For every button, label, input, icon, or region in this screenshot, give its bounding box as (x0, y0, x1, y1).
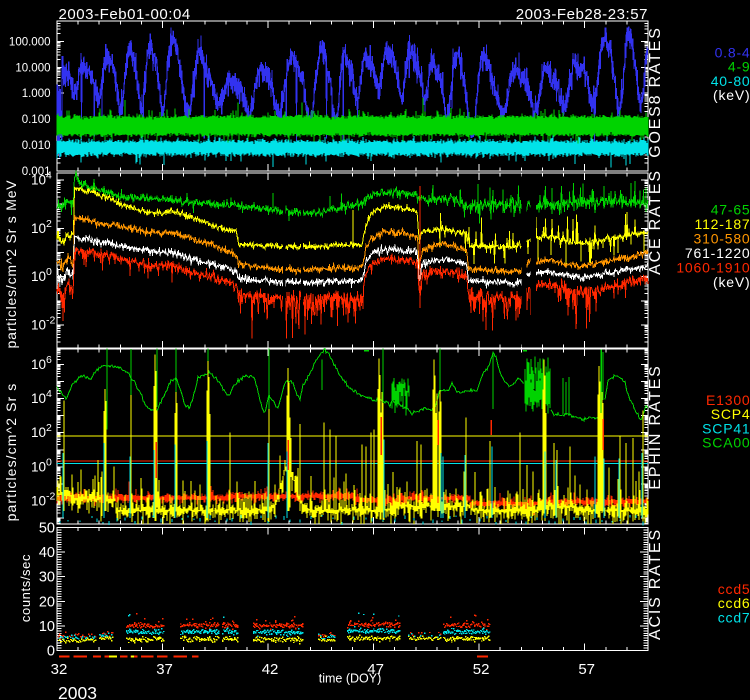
svg-text:ccd7: ccd7 (718, 609, 750, 625)
svg-text:10: 10 (31, 357, 46, 372)
svg-text:2: 2 (46, 422, 52, 434)
svg-text:1060-1910: 1060-1910 (676, 260, 750, 276)
svg-text:0.010: 0.010 (22, 140, 51, 152)
svg-text:52: 52 (473, 661, 490, 678)
svg-text:0: 0 (46, 456, 52, 468)
svg-text:6: 6 (46, 354, 52, 366)
svg-text:0.100: 0.100 (22, 114, 51, 126)
svg-text:EPHIN RATES: EPHIN RATES (647, 364, 664, 489)
svg-text:2003-Feb28-23:57: 2003-Feb28-23:57 (516, 6, 648, 23)
svg-text:GOES8 RATES: GOES8 RATES (647, 26, 664, 158)
svg-text:E1300: E1300 (706, 392, 750, 408)
svg-text:50: 50 (39, 521, 55, 537)
svg-text:10: 10 (31, 459, 46, 474)
svg-text:40: 40 (39, 545, 55, 561)
svg-text:4: 4 (46, 170, 52, 182)
svg-text:particles/cm^2 Sr s: particles/cm^2 Sr s (3, 383, 19, 522)
svg-text:42: 42 (262, 661, 279, 678)
svg-text:2003-Feb01-00:04: 2003-Feb01-00:04 (59, 6, 191, 23)
svg-text:ACIS RATES: ACIS RATES (647, 528, 664, 640)
svg-text:time (DOY): time (DOY) (319, 672, 382, 686)
svg-text:47-65: 47-65 (711, 202, 750, 218)
svg-text:4: 4 (46, 388, 52, 400)
svg-text:-2: -2 (46, 314, 55, 326)
svg-text:10: 10 (31, 317, 46, 332)
svg-text:10.000: 10.000 (15, 62, 50, 74)
svg-text:(keV): (keV) (713, 274, 750, 290)
svg-text:(keV): (keV) (713, 87, 750, 103)
svg-text:32: 32 (51, 661, 68, 678)
svg-text:47: 47 (367, 661, 384, 678)
svg-text:10: 10 (31, 493, 46, 508)
svg-text:10: 10 (31, 221, 46, 236)
svg-text:particles/cm^2 Sr s MeV: particles/cm^2 Sr s MeV (3, 180, 19, 349)
svg-text:0.001: 0.001 (22, 166, 51, 178)
svg-text:0: 0 (46, 266, 52, 278)
svg-text:counts/sec: counts/sec (18, 554, 33, 622)
svg-text:10: 10 (39, 619, 55, 635)
svg-text:-2: -2 (46, 490, 55, 502)
svg-text:30: 30 (39, 570, 55, 586)
svg-text:40-80: 40-80 (711, 73, 750, 89)
svg-text:761-1220: 761-1220 (685, 245, 750, 261)
svg-text:4-9: 4-9 (728, 59, 750, 75)
svg-text:10: 10 (31, 391, 46, 406)
svg-text:20: 20 (39, 594, 55, 610)
svg-text:112-187: 112-187 (695, 216, 750, 232)
svg-text:SCP41: SCP41 (702, 420, 750, 436)
svg-text:100.000: 100.000 (9, 37, 51, 49)
svg-text:0: 0 (47, 644, 55, 660)
svg-text:57: 57 (578, 661, 595, 678)
svg-text:2: 2 (46, 218, 52, 230)
svg-text:SCA00: SCA00 (702, 435, 750, 451)
svg-text:SCP4: SCP4 (711, 406, 750, 422)
svg-text:0.8-4: 0.8-4 (715, 45, 750, 61)
svg-text:1.000: 1.000 (22, 88, 51, 100)
svg-text:ccd6: ccd6 (718, 595, 750, 611)
svg-text:37: 37 (156, 661, 173, 678)
svg-text:10: 10 (31, 173, 46, 188)
svg-text:ccd5: ccd5 (718, 581, 750, 597)
svg-text:10: 10 (31, 425, 46, 440)
svg-text:2003: 2003 (58, 683, 97, 700)
svg-text:ACE RATES: ACE RATES (647, 169, 664, 275)
svg-text:10: 10 (31, 269, 46, 284)
svg-text:310-580: 310-580 (694, 231, 750, 247)
